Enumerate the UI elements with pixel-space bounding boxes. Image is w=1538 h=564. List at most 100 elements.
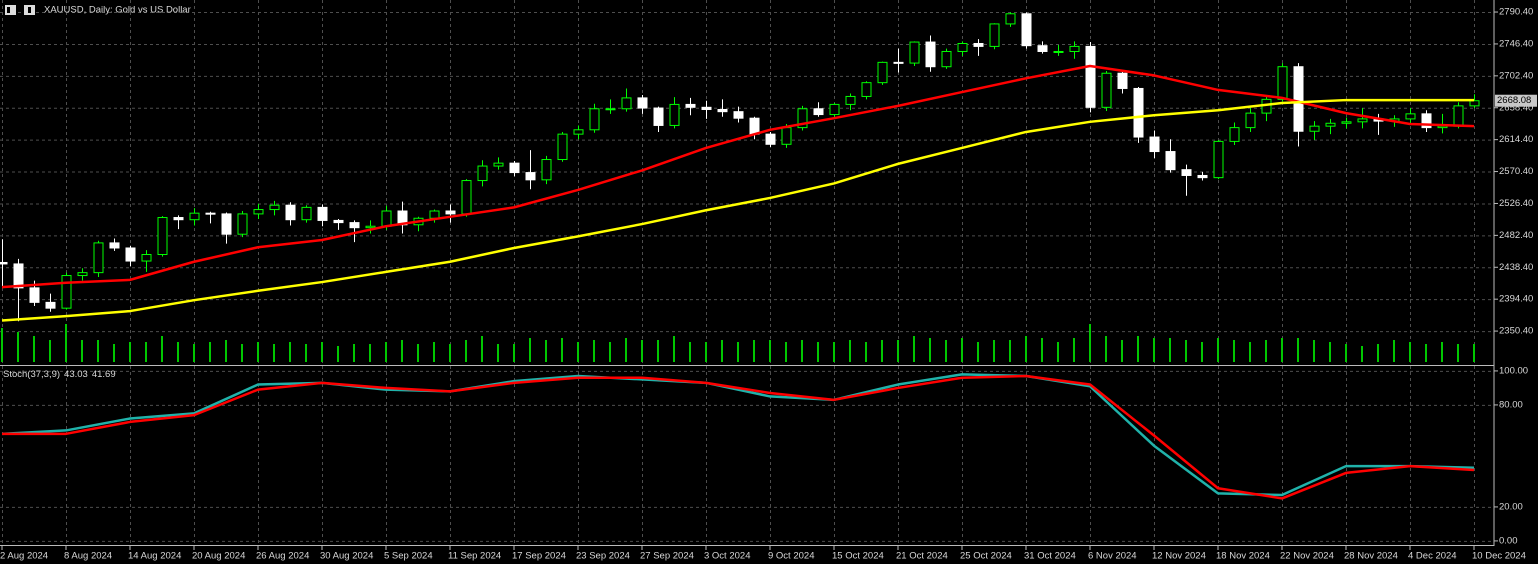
volume-bar	[1009, 340, 1011, 362]
candle-body	[1149, 136, 1160, 153]
volume-bar	[321, 342, 323, 362]
volume-bar	[177, 342, 179, 362]
candle-body	[861, 82, 872, 97]
candle-body	[61, 275, 72, 309]
candle-body	[189, 212, 200, 221]
volume-bar	[529, 338, 531, 362]
candle-body	[781, 127, 792, 145]
candle-body	[445, 210, 456, 215]
candle-body	[749, 117, 760, 135]
volume-bar	[1313, 340, 1315, 362]
volume-bar	[1361, 346, 1363, 362]
candle-body	[173, 217, 184, 221]
volume-bar	[817, 342, 819, 362]
x-tick-label: 14 Aug 2024	[128, 551, 181, 562]
candle-body	[1277, 66, 1288, 100]
volume-bar	[1041, 338, 1043, 362]
indicator-value: 43.03	[64, 369, 88, 380]
candle-body	[941, 50, 952, 68]
candle-body	[1421, 113, 1432, 129]
candle-body	[1229, 127, 1240, 142]
x-tick-label: 25 Oct 2024	[960, 551, 1012, 562]
y-tick-label: 100.00	[1499, 365, 1528, 376]
candle-body	[285, 204, 296, 221]
indicator-line	[1, 64, 1475, 289]
x-tick-label: 2 Aug 2024	[0, 551, 48, 562]
volume-bar	[289, 342, 291, 362]
candle-body	[525, 172, 536, 181]
volume-bar	[145, 342, 147, 362]
candle-body	[829, 103, 840, 116]
y-tick-label: 2482.40	[1499, 230, 1533, 241]
volume-bar	[1025, 336, 1027, 362]
volume-bar	[1441, 342, 1443, 362]
volume-bar	[1, 328, 3, 362]
y-tick-label: 2438.40	[1499, 262, 1533, 273]
x-tick-label: 15 Oct 2024	[832, 551, 884, 562]
y-tick-label: 2746.40	[1499, 38, 1533, 49]
x-tick-label: 4 Dec 2024	[1408, 551, 1457, 562]
candle-body	[221, 213, 232, 235]
candle-body	[701, 106, 712, 110]
volume-bar	[849, 340, 851, 362]
volume-bar	[833, 342, 835, 362]
candle-body	[1085, 45, 1096, 108]
volume-bar	[609, 342, 611, 362]
candle-body	[589, 108, 600, 131]
candle-body	[1005, 13, 1016, 25]
volume-bar	[161, 336, 163, 362]
x-tick-label: 28 Nov 2024	[1344, 551, 1398, 562]
volume-bar	[1297, 338, 1299, 362]
volume-bar	[1185, 340, 1187, 362]
candle-body	[13, 263, 24, 289]
candle-body	[621, 97, 632, 110]
data-layer	[0, 12, 1480, 500]
y-tick-label: 2394.40	[1499, 294, 1533, 305]
candle-body	[1037, 45, 1048, 52]
indicator-name: Stoch(37,3,9)	[3, 369, 60, 380]
volume-bar	[1409, 342, 1411, 362]
volume-bar	[97, 340, 99, 362]
x-tick-label: 10 Dec 2024	[1472, 551, 1526, 562]
candle-body	[509, 162, 520, 174]
volume-bar	[1121, 340, 1123, 362]
volume-bar	[689, 342, 691, 362]
volume-bar	[305, 344, 307, 362]
volume-bar	[945, 340, 947, 362]
candle-body	[573, 129, 584, 135]
volume-bar	[705, 342, 707, 362]
volume-bar	[49, 340, 51, 362]
candle-body	[541, 159, 552, 181]
candle-body	[797, 108, 808, 129]
candle-body	[909, 41, 920, 64]
y-tick-label: 80.00	[1499, 399, 1523, 410]
volume-bar	[993, 340, 995, 362]
candle-body	[845, 95, 856, 105]
y-tick-label: 0.00	[1499, 535, 1518, 546]
icon	[5, 5, 16, 15]
x-tick-label: 22 Nov 2024	[1280, 551, 1334, 562]
volume-bar	[785, 342, 787, 362]
x-tick-label: 30 Aug 2024	[320, 551, 373, 562]
candle-body	[45, 301, 56, 309]
volume-bar	[513, 344, 515, 362]
candle-body	[1197, 174, 1208, 179]
volume-bar	[1393, 340, 1395, 362]
indicator-line	[1, 373, 1475, 497]
x-tick-label: 31 Oct 2024	[1024, 551, 1076, 562]
candle-body	[1021, 13, 1032, 47]
volume-bar	[1425, 344, 1427, 362]
volume-bar	[369, 344, 371, 362]
candle-body	[1101, 72, 1112, 108]
candle-body	[685, 103, 696, 108]
volume-bar	[1473, 344, 1475, 362]
candle-body	[1357, 118, 1368, 123]
volume-bar	[1217, 338, 1219, 362]
candle-body	[349, 222, 360, 229]
candle-body	[1245, 112, 1256, 129]
candle-body	[733, 111, 744, 119]
candle-body	[973, 43, 984, 47]
